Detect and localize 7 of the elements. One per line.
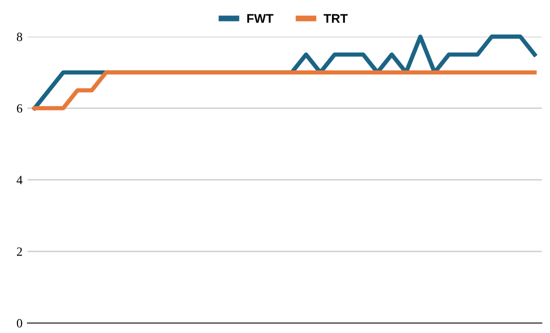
y-tick-label: 2 <box>16 247 22 256</box>
y-tick-label: 4 <box>16 176 22 184</box>
y-tick-label: 0 <box>16 319 22 328</box>
y-tick-label: 8 <box>16 32 22 42</box>
y-tick-label: 6 <box>16 104 22 113</box>
legend-label: TRT <box>324 14 348 23</box>
legend-label: FWT <box>247 14 274 23</box>
